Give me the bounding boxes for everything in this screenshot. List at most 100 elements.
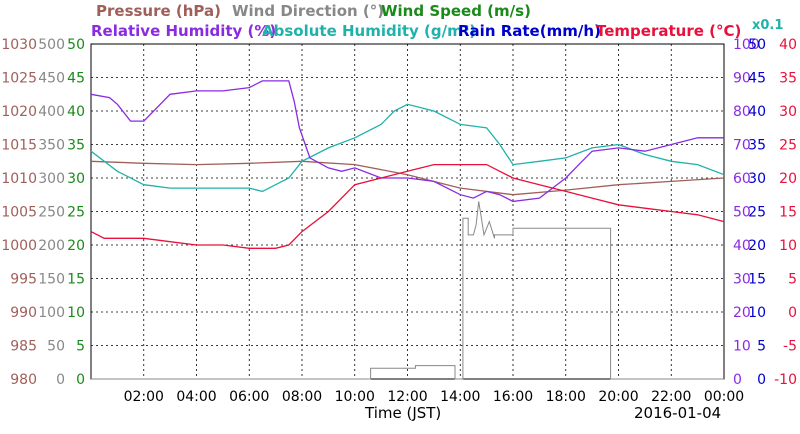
tick-temperature: 5 xyxy=(788,272,797,288)
tick-temperature: 25 xyxy=(779,138,797,154)
tick-pressure: 990 xyxy=(10,305,37,321)
tick-pressure: 985 xyxy=(10,339,37,355)
legend-x01: x0.1 xyxy=(752,18,783,33)
tick-humidity: 60 xyxy=(733,171,751,187)
tick-wind-direction: 150 xyxy=(38,272,65,288)
tick-temperature: -5 xyxy=(783,339,797,355)
tick-wind-direction: 450 xyxy=(38,71,65,87)
tick-wind-speed: 10 xyxy=(67,305,85,321)
x-tick-label: 04:00 xyxy=(176,389,216,405)
tick-temperature: 30 xyxy=(779,104,797,120)
x-tick-label: 18:00 xyxy=(546,389,586,405)
tick-wind-speed: 50 xyxy=(67,37,85,53)
tick-wind-direction: 500 xyxy=(38,37,65,53)
tick-rain-rate: 10 xyxy=(748,305,766,321)
tick-wind-speed: 20 xyxy=(67,238,85,254)
tick-rain-rate: 5 xyxy=(757,339,766,355)
x-tick-label: 06:00 xyxy=(229,389,269,405)
tick-wind-speed: 45 xyxy=(67,71,85,87)
tick-pressure: 1015 xyxy=(1,138,37,154)
legend-rain-rate: Rain Rate(mm/h) xyxy=(458,22,601,40)
tick-pressure: 1000 xyxy=(1,238,37,254)
tick-pressure: 1005 xyxy=(1,205,37,221)
date-label: 2016-01-04 xyxy=(634,404,721,422)
tick-wind-speed: 25 xyxy=(67,205,85,221)
legend-abs-humidity: Absolute Humidity (g/m³) xyxy=(262,22,476,40)
tick-humidity: 90 xyxy=(733,71,751,87)
tick-humidity: 40 xyxy=(733,238,751,254)
tick-humidity: 100 xyxy=(733,37,760,53)
x-tick-label: 20:00 xyxy=(598,389,638,405)
series-line-pressure xyxy=(90,160,725,196)
legend-wind-direction: Wind Direction (°) xyxy=(232,2,384,20)
tick-humidity: 20 xyxy=(733,305,751,321)
tick-temperature: 20 xyxy=(779,171,797,187)
tick-temperature: 15 xyxy=(779,205,797,221)
tick-wind-direction: 350 xyxy=(38,138,65,154)
x-tick-label: 16:00 xyxy=(493,389,533,405)
tick-wind-speed: 35 xyxy=(67,138,85,154)
tick-rain-rate: 45 xyxy=(748,71,766,87)
tick-rain-rate: 50 xyxy=(748,37,766,53)
tick-humidity: 30 xyxy=(733,272,751,288)
x-tick-label: 12:00 xyxy=(387,389,427,405)
tick-rain-rate: 25 xyxy=(748,205,766,221)
x-tick-label: 14:00 xyxy=(440,389,480,405)
tick-rain-rate: 15 xyxy=(748,272,766,288)
tick-wind-speed: 5 xyxy=(76,339,85,355)
x-tick-label: 00:00 xyxy=(704,389,744,405)
tick-rain-rate: 30 xyxy=(748,171,766,187)
tick-temperature: 35 xyxy=(779,71,797,87)
tick-temperature: 40 xyxy=(779,37,797,53)
tick-pressure: 995 xyxy=(10,272,37,288)
tick-wind-direction: 100 xyxy=(38,305,65,321)
tick-pressure: 1010 xyxy=(1,171,37,187)
tick-wind-direction: 0 xyxy=(56,372,65,388)
tick-pressure: 1030 xyxy=(1,37,37,53)
x-tick-label: 02:00 xyxy=(124,389,164,405)
right-axes: 1009080706050403020100504540353025201510… xyxy=(733,37,797,388)
tick-humidity: 50 xyxy=(733,205,751,221)
legend-pressure: Pressure (hPa) xyxy=(96,2,221,20)
x-tick-label: 22:00 xyxy=(651,389,691,405)
tick-wind-speed: 40 xyxy=(67,104,85,120)
series-line-abs-humidity xyxy=(90,103,725,193)
x-tick-label: 10:00 xyxy=(335,389,375,405)
legend: Pressure (hPa) Wind Direction (°) Wind S… xyxy=(91,2,783,40)
grid xyxy=(91,44,724,379)
tick-wind-direction: 300 xyxy=(38,171,65,187)
tick-wind-direction: 400 xyxy=(38,104,65,120)
tick-humidity: 70 xyxy=(733,138,751,154)
tick-temperature: 0 xyxy=(788,305,797,321)
tick-wind-speed: 30 xyxy=(67,171,85,187)
tick-temperature: -10 xyxy=(774,372,797,388)
tick-rain-rate: 40 xyxy=(748,104,766,120)
plot-frame xyxy=(90,43,725,380)
x-tick-label: 08:00 xyxy=(282,389,322,405)
tick-wind-direction: 250 xyxy=(38,205,65,221)
tick-temperature: 10 xyxy=(779,238,797,254)
tick-rain-rate: 20 xyxy=(748,238,766,254)
tick-rain-rate: 35 xyxy=(748,138,766,154)
legend-humidity: Relative Humidity (%) xyxy=(91,22,276,40)
tick-pressure: 980 xyxy=(10,372,37,388)
series-lines xyxy=(90,80,725,380)
legend-wind-speed: Wind Speed (m/s) xyxy=(381,2,531,20)
tick-humidity: 10 xyxy=(733,339,751,355)
series-line-wind-direction xyxy=(91,201,724,380)
tick-wind-direction: 200 xyxy=(38,238,65,254)
legend-temperature: Temperature (°C) xyxy=(596,22,741,40)
series-line-humidity xyxy=(90,80,724,203)
series-line-temperature xyxy=(90,163,725,249)
tick-wind-speed: 0 xyxy=(76,372,85,388)
tick-wind-speed: 15 xyxy=(67,272,85,288)
x-axis-ticks: 02:00 04:00 06:00 08:00 10:00 12:00 14:00 16:00… xyxy=(124,389,745,405)
tick-pressure: 1025 xyxy=(1,71,37,87)
tick-humidity: 80 xyxy=(733,104,751,120)
tick-rain-rate: 0 xyxy=(757,372,766,388)
tick-humidity: 0 xyxy=(733,372,742,388)
x-axis-label: Time (JST) xyxy=(364,404,441,422)
tick-wind-direction: 50 xyxy=(47,339,65,355)
left-axes: 1030102510201015101010051000995990985980… xyxy=(1,37,85,388)
